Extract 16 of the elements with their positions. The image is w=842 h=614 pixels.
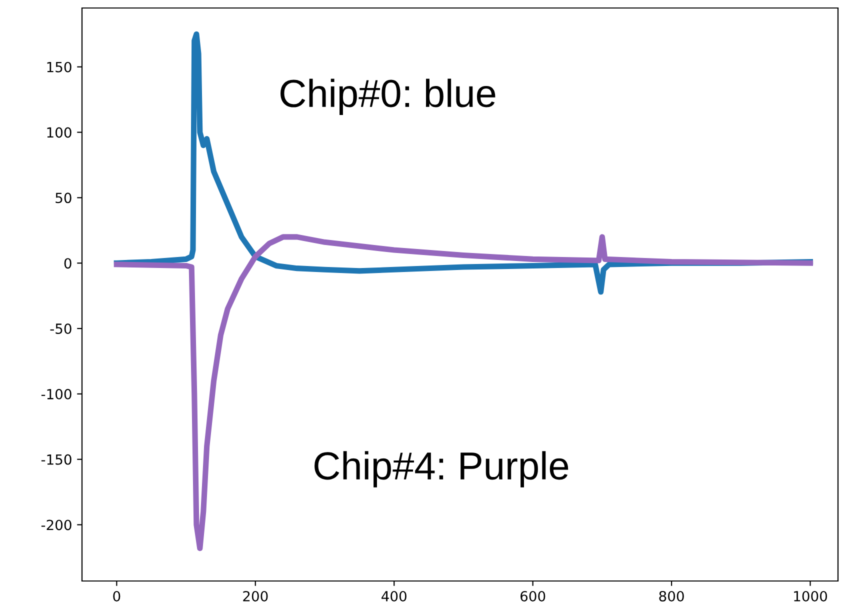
y-tick-label: 50 (56, 192, 72, 204)
y-tick-label: -150 (41, 454, 72, 465)
x-tick-label: 800 (659, 590, 684, 602)
x-tick-label: 1000 (794, 590, 828, 602)
y-tick-label: 0 (64, 258, 72, 269)
x-tick-label: 200 (243, 590, 268, 602)
y-tick-label: -100 (41, 388, 72, 400)
y-tick-label: 100 (47, 127, 72, 138)
y-tick-label: 150 (47, 62, 72, 72)
y-tick-label: -50 (50, 323, 72, 334)
annotation: Chip#4: Purple (314, 451, 568, 488)
x-tick-label: 400 (382, 590, 406, 602)
annotation: Chip#0: blue (280, 78, 496, 115)
x-tick-label: 600 (520, 590, 546, 602)
y-tick-label: -200 (41, 520, 72, 530)
x-tick-label: 0 (113, 590, 120, 602)
